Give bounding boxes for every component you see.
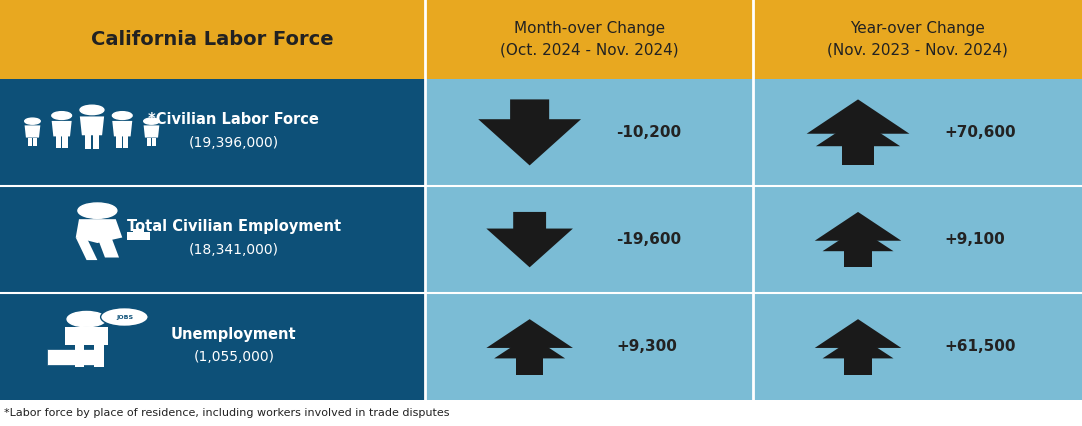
Bar: [147, 138, 151, 147]
Polygon shape: [25, 125, 40, 138]
Text: +61,500: +61,500: [945, 340, 1016, 354]
Text: -19,600: -19,600: [617, 232, 682, 247]
Polygon shape: [478, 99, 581, 165]
Bar: [94, 345, 104, 367]
Text: *Civilian Labor Force: *Civilian Labor Force: [148, 112, 319, 127]
Bar: [425, 293, 753, 400]
Polygon shape: [487, 319, 573, 348]
Bar: [425, 186, 753, 293]
Bar: [425, 79, 753, 186]
Polygon shape: [815, 319, 901, 348]
Bar: [753, 293, 1082, 400]
Bar: [28, 138, 32, 147]
Polygon shape: [144, 125, 159, 138]
Bar: [844, 243, 872, 268]
Circle shape: [78, 203, 117, 219]
Text: Total Civilian Employment: Total Civilian Employment: [127, 219, 341, 234]
Bar: [93, 135, 100, 149]
Bar: [63, 136, 68, 148]
Bar: [84, 135, 91, 149]
Circle shape: [52, 112, 71, 119]
Polygon shape: [816, 118, 900, 146]
Bar: [32, 138, 37, 147]
Bar: [0, 186, 425, 293]
Bar: [133, 230, 144, 232]
Bar: [753, 79, 1082, 186]
Polygon shape: [65, 327, 108, 345]
Text: California Labor Force: California Labor Force: [91, 30, 334, 49]
Polygon shape: [80, 116, 104, 135]
Polygon shape: [806, 99, 909, 134]
Bar: [116, 136, 121, 148]
Circle shape: [101, 308, 148, 326]
Polygon shape: [97, 238, 119, 257]
Text: JOBS: JOBS: [116, 314, 133, 320]
Bar: [151, 138, 156, 147]
Bar: [0, 0, 425, 79]
Bar: [753, 0, 1082, 79]
Bar: [0, 79, 425, 186]
Circle shape: [113, 112, 132, 119]
Text: Year-over Change
(Nov. 2023 - Nov. 2024): Year-over Change (Nov. 2023 - Nov. 2024): [827, 21, 1008, 58]
Bar: [753, 186, 1082, 293]
Polygon shape: [52, 121, 71, 136]
Text: (18,341,000): (18,341,000): [189, 243, 279, 257]
Polygon shape: [76, 219, 122, 243]
Polygon shape: [815, 212, 901, 241]
Bar: [842, 137, 874, 165]
Circle shape: [144, 118, 159, 124]
Polygon shape: [494, 335, 565, 358]
Text: +9,100: +9,100: [945, 232, 1005, 247]
Polygon shape: [822, 335, 894, 358]
Bar: [55, 136, 61, 148]
Text: (1,055,000): (1,055,000): [194, 351, 275, 365]
Circle shape: [67, 311, 106, 327]
Bar: [425, 0, 753, 79]
Text: +9,300: +9,300: [617, 340, 677, 354]
Bar: [516, 351, 543, 374]
Bar: [123, 136, 129, 148]
Polygon shape: [76, 238, 97, 260]
Text: Month-over Change
(Oct. 2024 - Nov. 2024): Month-over Change (Oct. 2024 - Nov. 2024…: [500, 21, 678, 58]
Circle shape: [25, 118, 40, 124]
Bar: [844, 351, 872, 374]
Bar: [127, 232, 150, 240]
Polygon shape: [487, 212, 573, 268]
Circle shape: [80, 105, 104, 115]
Polygon shape: [113, 121, 132, 136]
Bar: [47, 349, 103, 365]
Text: *Labor force by place of residence, including workers involved in trade disputes: *Labor force by place of residence, incl…: [4, 408, 450, 418]
Bar: [75, 345, 84, 367]
Bar: [0, 293, 425, 400]
Polygon shape: [822, 228, 894, 251]
Text: -10,200: -10,200: [617, 125, 682, 140]
Text: (19,396,000): (19,396,000): [189, 136, 279, 150]
Text: Unemployment: Unemployment: [171, 327, 296, 342]
Text: +70,600: +70,600: [945, 125, 1016, 140]
